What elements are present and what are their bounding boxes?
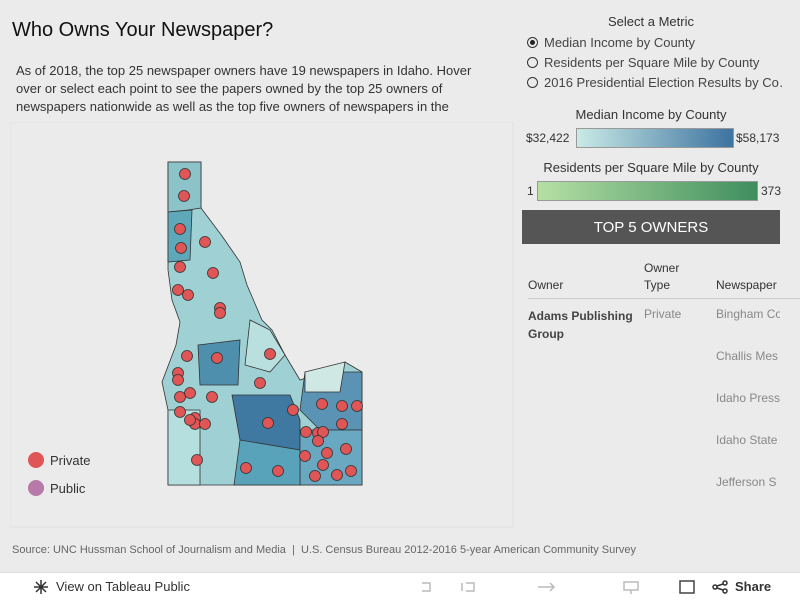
- selector-title: Select a Metric: [608, 14, 694, 29]
- option-label: Residents per Square Mile by County: [544, 54, 760, 70]
- newspaper-point[interactable]: [175, 242, 187, 254]
- metric-selector: Median Income by County Residents per Sq…: [527, 32, 783, 92]
- legend-title: Median Income by County: [575, 107, 727, 122]
- newspaper-point[interactable]: [174, 223, 186, 235]
- color-ramp: [537, 181, 758, 201]
- legend-title: Residents per Square Mile by County: [543, 160, 759, 175]
- newspaper-point[interactable]: [240, 462, 252, 474]
- newspaper-point[interactable]: [206, 391, 218, 403]
- radio-option[interactable]: 2016 Presidential Election Results by Co…: [527, 72, 783, 92]
- newspaper-point[interactable]: [272, 465, 284, 477]
- toolbar-icons: [422, 580, 695, 594]
- title: Who Owns Your Newspaper?: [12, 19, 274, 41]
- owner-type: Private: [644, 307, 682, 321]
- description: As of 2018, the top 25 newspaper owners …: [16, 63, 472, 114]
- legend-item: Private: [28, 446, 90, 474]
- newspaper-point[interactable]: [262, 417, 274, 429]
- color-ramp: [576, 128, 734, 148]
- newspaper-point[interactable]: [172, 284, 184, 296]
- share-label: Share: [735, 579, 772, 594]
- newspaper-point[interactable]: [182, 289, 194, 301]
- newspaper-point[interactable]: [331, 469, 343, 481]
- newspaper-point[interactable]: [199, 418, 211, 430]
- source: Source: UNC Hussman School of Journalism…: [12, 544, 637, 556]
- legend-min: 1: [527, 184, 534, 198]
- newspaper-point[interactable]: [317, 426, 329, 438]
- newspaper-point[interactable]: [300, 426, 312, 438]
- radio-option[interactable]: Median Income by County: [527, 32, 783, 52]
- newspaper-point[interactable]: [179, 168, 191, 180]
- column-header: Newspaper: [716, 278, 777, 292]
- legend-min: $32,422: [526, 131, 570, 145]
- map: [10, 122, 514, 528]
- newspaper-point[interactable]: [309, 470, 321, 482]
- legend-label: Private: [50, 452, 91, 468]
- newspaper-point[interactable]: [214, 307, 226, 319]
- view-button[interactable]: View on Tableau Public: [34, 579, 190, 594]
- radio-option[interactable]: Residents per Square Mile by County: [527, 52, 783, 72]
- legend-label: Public: [50, 480, 86, 496]
- newspaper-point[interactable]: [336, 400, 348, 412]
- newspaper-point[interactable]: [312, 435, 324, 447]
- newspaper[interactable]: Idaho Press: [716, 391, 780, 405]
- owner-legend: Private Public: [28, 446, 90, 502]
- newspaper-point[interactable]: [199, 236, 211, 248]
- newspaper[interactable]: Challis Mes: [716, 349, 779, 363]
- legend-max: 373: [761, 184, 782, 198]
- toolbar: View on Tableau Public Share: [0, 572, 800, 601]
- newspaper-point[interactable]: [287, 404, 299, 416]
- newspaper-point[interactable]: [207, 267, 219, 279]
- newspaper-point[interactable]: [317, 459, 329, 471]
- newspaper-point[interactable]: [299, 450, 311, 462]
- owner-name[interactable]: Adams Publishing Group: [528, 309, 633, 341]
- view-label: View on Tableau Public: [56, 579, 190, 594]
- newspaper-point[interactable]: [321, 447, 333, 459]
- column-header: Owner: [528, 278, 564, 292]
- newspaper[interactable]: Jefferson S: [716, 475, 777, 489]
- newspaper-point[interactable]: [184, 387, 196, 399]
- option-label: Median Income by County: [544, 34, 696, 50]
- newspaper-point[interactable]: [254, 377, 266, 389]
- newspaper-point[interactable]: [264, 348, 276, 360]
- newspaper-point[interactable]: [340, 443, 352, 455]
- column-header: Owner Type: [644, 261, 680, 292]
- owners-table: Owner Owner Type Newspaper Adams Publish…: [522, 252, 800, 542]
- newspaper-point[interactable]: [336, 418, 348, 430]
- newspaper-point[interactable]: [174, 391, 186, 403]
- option-label: 2016 Presidential Election Results by Co…: [544, 74, 783, 90]
- share-button[interactable]: Share: [712, 579, 771, 594]
- newspaper-point[interactable]: [181, 350, 193, 362]
- panel-header: TOP 5 OWNERS: [522, 210, 780, 244]
- newspaper-point[interactable]: [172, 374, 184, 386]
- newspaper-point[interactable]: [211, 352, 223, 364]
- newspaper[interactable]: Idaho State: [716, 433, 778, 447]
- newspaper-point[interactable]: [174, 261, 186, 273]
- newspaper-point[interactable]: [316, 398, 328, 410]
- legend-item: Public: [28, 474, 90, 502]
- newspaper-point[interactable]: [345, 465, 357, 477]
- newspaper-point[interactable]: [184, 414, 196, 426]
- newspaper-point[interactable]: [174, 406, 186, 418]
- newspaper-point[interactable]: [178, 190, 190, 202]
- newspaper-point[interactable]: [191, 454, 203, 466]
- legend-max: $58,173: [736, 131, 780, 145]
- newspaper[interactable]: Bingham Co: [716, 307, 780, 321]
- newspaper-point[interactable]: [351, 400, 363, 412]
